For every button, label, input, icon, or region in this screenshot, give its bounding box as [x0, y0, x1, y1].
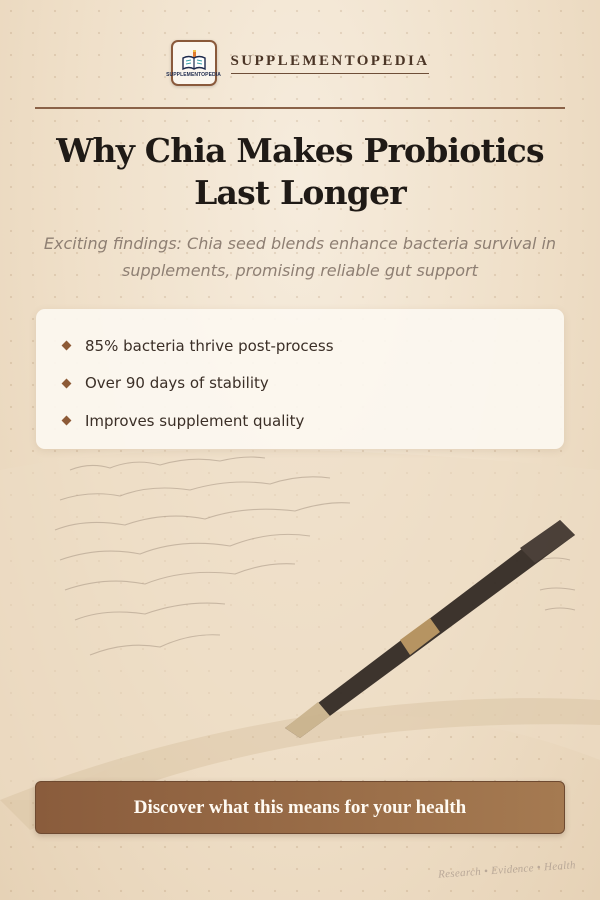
highlight-text: 85% bacteria thrive post-process [85, 336, 334, 355]
header-divider [35, 107, 565, 109]
highlights-list: 85% bacteria thrive post-process Over 90… [60, 327, 540, 440]
page-subtitle: Exciting findings: Chia seed blends enha… [43, 234, 557, 280]
open-book-with-pencil-icon [181, 49, 206, 70]
brand-name[interactable]: SUPPLEMENTOPEDIA [230, 53, 430, 74]
highlight-text: Over 90 days of stability [85, 374, 269, 393]
diamond-bullet-icon [61, 378, 72, 389]
discover-button[interactable]: Discover what this means for your health [35, 781, 565, 834]
highlight-item: Over 90 days of stability [60, 365, 540, 403]
diamond-bullet-icon [61, 415, 72, 426]
highlights-card: 85% bacteria thrive post-process Over 90… [36, 309, 564, 449]
brand-header: SUPPLEMENTOPEDIA SUPPLEMENTOPEDIA [0, 40, 600, 86]
brand-logo[interactable]: SUPPLEMENTOPEDIA [166, 40, 221, 86]
page-title: Why Chia Makes Probiotics Last Longer [56, 131, 544, 212]
logo-caption: SUPPLEMENTOPEDIA [166, 71, 221, 78]
diamond-bullet-icon [61, 340, 72, 351]
highlight-text: Improves supplement quality [85, 411, 305, 430]
highlight-item: Improves supplement quality [60, 402, 540, 440]
highlight-item: 85% bacteria thrive post-process [60, 327, 540, 365]
